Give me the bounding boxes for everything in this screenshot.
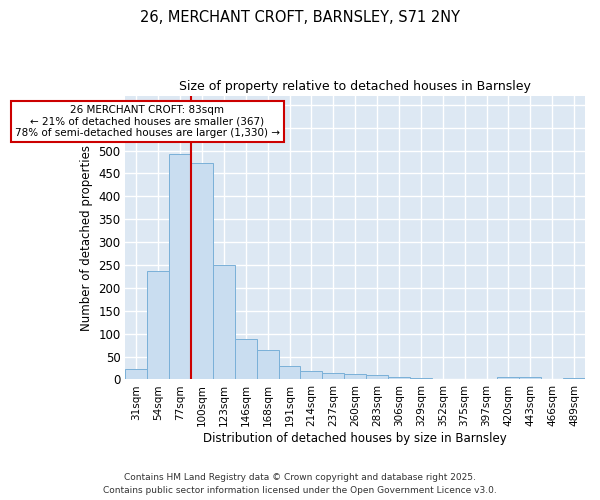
Text: Contains HM Land Registry data © Crown copyright and database right 2025.
Contai: Contains HM Land Registry data © Crown c…	[103, 474, 497, 495]
Bar	[257, 350, 278, 380]
Bar	[322, 373, 344, 380]
Bar	[191, 164, 213, 380]
Bar	[213, 265, 235, 380]
Bar	[125, 369, 147, 380]
Bar	[388, 377, 410, 380]
X-axis label: Distribution of detached houses by size in Barnsley: Distribution of detached houses by size …	[203, 432, 507, 445]
Bar	[301, 371, 322, 380]
Bar	[520, 376, 541, 380]
Bar	[147, 271, 169, 380]
Bar	[476, 378, 497, 380]
Bar	[410, 378, 432, 380]
Bar	[235, 339, 257, 380]
Text: 26, MERCHANT CROFT, BARNSLEY, S71 2NY: 26, MERCHANT CROFT, BARNSLEY, S71 2NY	[140, 10, 460, 25]
Bar	[344, 374, 366, 380]
Bar	[541, 378, 563, 380]
Bar	[278, 366, 301, 380]
Bar	[497, 376, 520, 380]
Text: 26 MERCHANT CROFT: 83sqm
← 21% of detached houses are smaller (367)
78% of semi-: 26 MERCHANT CROFT: 83sqm ← 21% of detach…	[15, 104, 280, 138]
Title: Size of property relative to detached houses in Barnsley: Size of property relative to detached ho…	[179, 80, 531, 93]
Y-axis label: Number of detached properties: Number of detached properties	[80, 144, 92, 330]
Bar	[432, 378, 454, 380]
Bar	[563, 378, 585, 380]
Bar	[366, 375, 388, 380]
Bar	[454, 378, 476, 380]
Bar	[169, 154, 191, 380]
